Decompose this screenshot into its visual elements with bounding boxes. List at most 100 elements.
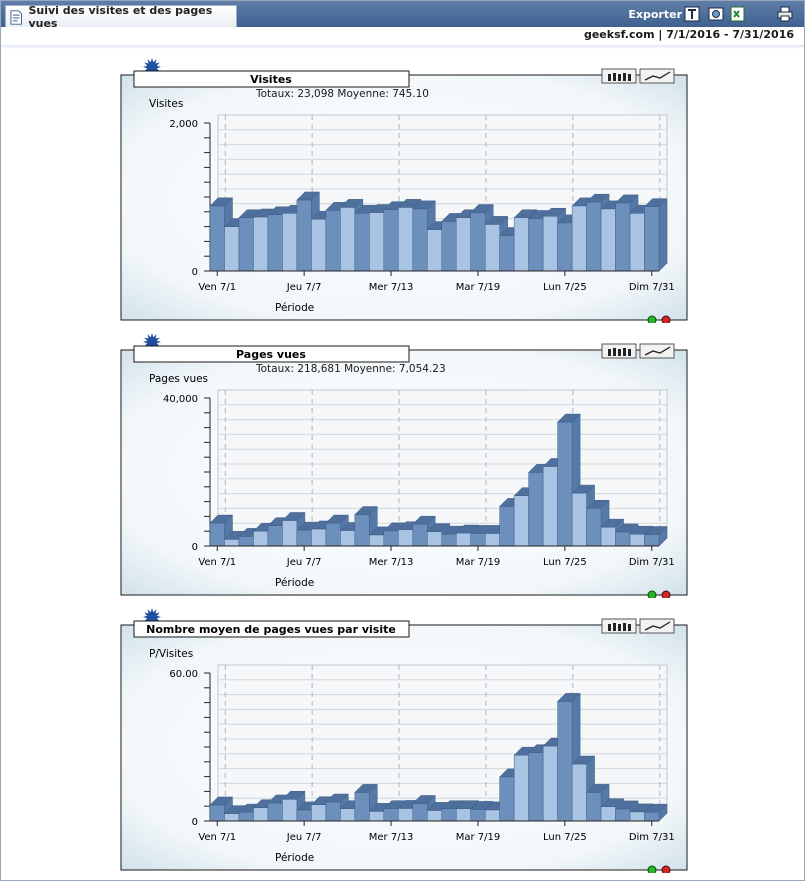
x-tick-label: Ven 7/1	[198, 282, 236, 293]
line-chart-icon	[644, 346, 671, 356]
bar-chart-button[interactable]	[601, 343, 637, 359]
bar-front	[209, 522, 225, 547]
bar-top	[455, 524, 480, 534]
bar-front	[253, 807, 269, 822]
bar-top	[542, 207, 567, 217]
bar-front	[571, 763, 587, 822]
bar-front	[296, 199, 312, 272]
chart-starburst-icon	[143, 333, 161, 351]
bar-front	[441, 221, 457, 272]
status-red-dot	[661, 590, 671, 598]
x-tick-label: Lun 7/25	[543, 832, 587, 843]
bar-top	[209, 197, 234, 207]
bar-front	[383, 209, 399, 272]
line-chart-button[interactable]	[639, 618, 675, 634]
bar-top	[455, 800, 480, 809]
bar-front	[398, 207, 414, 272]
y-tick-label: 0	[192, 267, 198, 278]
bar-front	[513, 217, 529, 272]
y-tick-label: 0	[192, 817, 198, 828]
export-text-icon[interactable]	[684, 6, 700, 22]
chart-title-box	[133, 70, 410, 88]
bar-front	[369, 811, 385, 822]
bar-front	[600, 526, 616, 547]
bar-front	[629, 811, 645, 822]
y-tick-label: 60.00	[169, 669, 198, 680]
bar-top	[354, 506, 378, 515]
bar-top	[614, 523, 639, 533]
bar-front	[557, 421, 573, 547]
x-tick-label: Mar 7/19	[456, 557, 501, 568]
bar-top	[209, 514, 234, 524]
bar-front	[441, 808, 457, 822]
bar-chart-button[interactable]	[601, 618, 637, 634]
header-divider	[1, 45, 804, 49]
site-period: geeksf.com | 7/1/2016 - 7/31/2016	[583, 28, 794, 41]
bar-top	[412, 515, 436, 525]
bar-front	[615, 808, 631, 822]
chart-title: Visites	[250, 73, 292, 86]
y-axis-label: P/Visites	[149, 648, 193, 660]
bar-chart-icon	[613, 623, 616, 631]
bar-front	[340, 207, 356, 272]
chart-title: Nombre moyen de pages vues par visite	[146, 623, 396, 636]
bar-chart-icon	[623, 623, 626, 631]
bar-front	[644, 811, 660, 822]
export-web-icon[interactable]	[708, 6, 724, 22]
export-label[interactable]: Exporter	[628, 8, 682, 21]
chart-starburst-icon	[143, 608, 161, 626]
bar-front	[267, 525, 283, 547]
bar-front	[383, 808, 399, 822]
bar-front	[369, 212, 385, 272]
bar-front	[499, 235, 515, 272]
chart-summary: Totaux: 23,098 Moyenne: 745.10	[255, 88, 429, 100]
x-tick-label: Jeu 7/7	[286, 282, 322, 293]
chart-pages-vues: Pages vues Totaux: 218,681 Moyenne: 7,054…	[120, 333, 688, 598]
bar-side	[658, 198, 668, 272]
bar-top	[412, 795, 436, 804]
bar-front	[542, 466, 558, 547]
bar-front	[354, 213, 370, 272]
bar-top	[513, 209, 538, 218]
bar-chart-icon	[613, 73, 616, 81]
chart-title-box	[133, 620, 410, 638]
line-chart-button[interactable]	[639, 68, 675, 84]
bar-top	[397, 199, 422, 208]
x-tick-label: Ven 7/1	[198, 832, 236, 843]
bar-top	[557, 693, 581, 702]
bar-front	[484, 809, 500, 822]
line-chart-icon	[644, 621, 671, 631]
bar-front	[209, 804, 225, 822]
line-chart-button-frame	[639, 343, 675, 359]
bar-top	[643, 526, 668, 535]
bar-chart-button[interactable]	[601, 68, 637, 84]
line-chart-button[interactable]	[639, 343, 675, 359]
report-tab[interactable]: Suivi des visites et des pages vues	[5, 4, 237, 30]
export-excel-icon[interactable]	[730, 6, 746, 22]
bar-front	[238, 811, 254, 822]
bar-front	[325, 522, 341, 547]
line-chart-icon	[644, 71, 671, 81]
bar-front	[571, 492, 587, 547]
bar-front	[528, 752, 544, 822]
bar-front	[311, 218, 327, 272]
bar-front	[325, 210, 341, 272]
bar-front	[427, 531, 442, 547]
bar-chart-icon	[623, 348, 626, 356]
bar-top	[296, 191, 320, 201]
print-icon[interactable]	[777, 6, 793, 22]
bar-top	[643, 803, 668, 813]
bar-front	[571, 205, 587, 272]
bar-front	[253, 530, 269, 547]
bar-front	[513, 754, 529, 822]
y-tick-label: 2,000	[169, 119, 198, 130]
chart-summary: Totaux: 218,681 Moyenne: 7,054.23	[255, 363, 446, 375]
bar-front	[470, 809, 486, 822]
bar-top	[354, 784, 378, 793]
bar-top	[600, 518, 625, 528]
bar-top	[281, 512, 306, 521]
bar-front	[629, 213, 645, 272]
bar-chart-icon	[608, 349, 611, 356]
bar-front	[629, 533, 645, 547]
bar-front	[224, 539, 240, 547]
